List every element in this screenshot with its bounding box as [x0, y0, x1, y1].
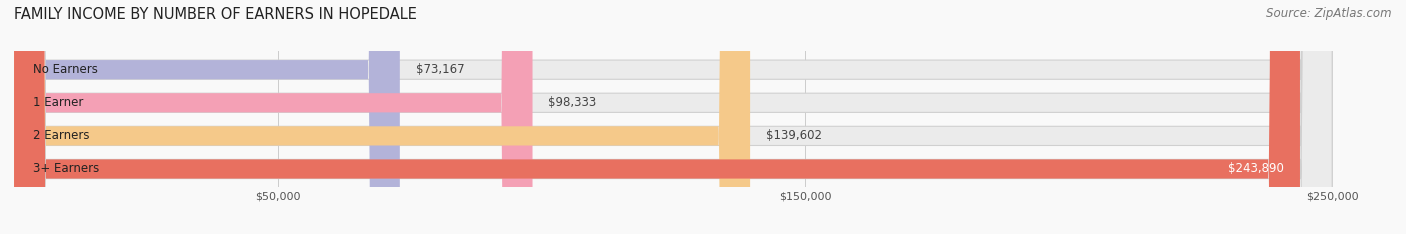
- Text: No Earners: No Earners: [32, 63, 97, 76]
- FancyBboxPatch shape: [14, 0, 1301, 234]
- Text: 2 Earners: 2 Earners: [32, 129, 89, 143]
- Text: 3+ Earners: 3+ Earners: [32, 162, 98, 176]
- FancyBboxPatch shape: [14, 0, 533, 234]
- Text: FAMILY INCOME BY NUMBER OF EARNERS IN HOPEDALE: FAMILY INCOME BY NUMBER OF EARNERS IN HO…: [14, 7, 418, 22]
- Text: $73,167: $73,167: [416, 63, 464, 76]
- Text: Source: ZipAtlas.com: Source: ZipAtlas.com: [1267, 7, 1392, 20]
- FancyBboxPatch shape: [14, 0, 1333, 234]
- FancyBboxPatch shape: [14, 0, 751, 234]
- FancyBboxPatch shape: [14, 0, 399, 234]
- Text: $139,602: $139,602: [766, 129, 823, 143]
- Text: $243,890: $243,890: [1229, 162, 1284, 176]
- Text: $98,333: $98,333: [548, 96, 596, 109]
- FancyBboxPatch shape: [14, 0, 1333, 234]
- Text: 1 Earner: 1 Earner: [32, 96, 83, 109]
- FancyBboxPatch shape: [14, 0, 1333, 234]
- FancyBboxPatch shape: [14, 0, 1333, 234]
